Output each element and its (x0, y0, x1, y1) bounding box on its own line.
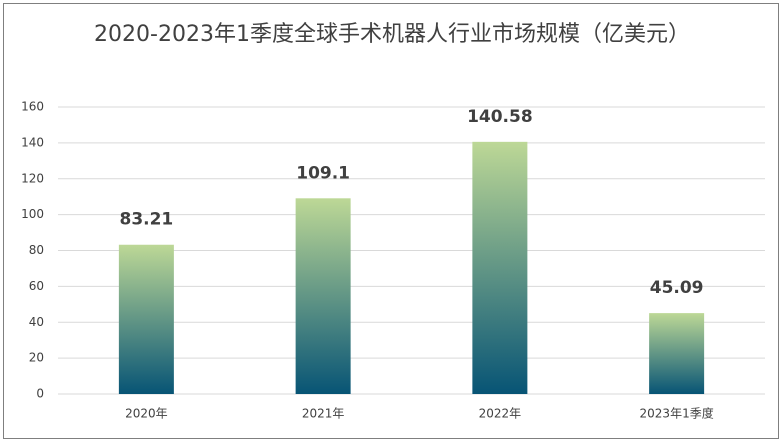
data-label: 83.21 (119, 210, 173, 230)
data-label: 109.1 (296, 163, 350, 183)
data-label: 140.58 (467, 107, 533, 127)
y-tick-label: 40 (29, 315, 44, 329)
chart-frame (3, 3, 779, 439)
y-tick-label: 60 (29, 279, 44, 293)
y-tick-label: 80 (29, 243, 44, 257)
chart-title: 2020-2023年1季度全球手术机器人行业市场规模（亿美元） (94, 22, 690, 47)
y-tick-label: 20 (29, 351, 44, 365)
x-tick-label: 2022年 (479, 407, 522, 421)
y-tick-label: 160 (21, 100, 44, 114)
bar (295, 198, 351, 394)
x-tick-label: 2023年1季度 (640, 406, 714, 421)
y-tick-label: 100 (21, 207, 44, 221)
x-tick-label: 2021年 (302, 407, 345, 421)
data-label: 45.09 (650, 278, 704, 298)
y-tick-label: 120 (21, 171, 44, 185)
x-tick-label: 2020年 (125, 407, 168, 421)
bar (649, 313, 705, 394)
bar (472, 141, 528, 394)
bar (118, 244, 174, 394)
y-tick-label: 140 (21, 135, 44, 149)
y-tick-label: 0 (36, 387, 44, 401)
